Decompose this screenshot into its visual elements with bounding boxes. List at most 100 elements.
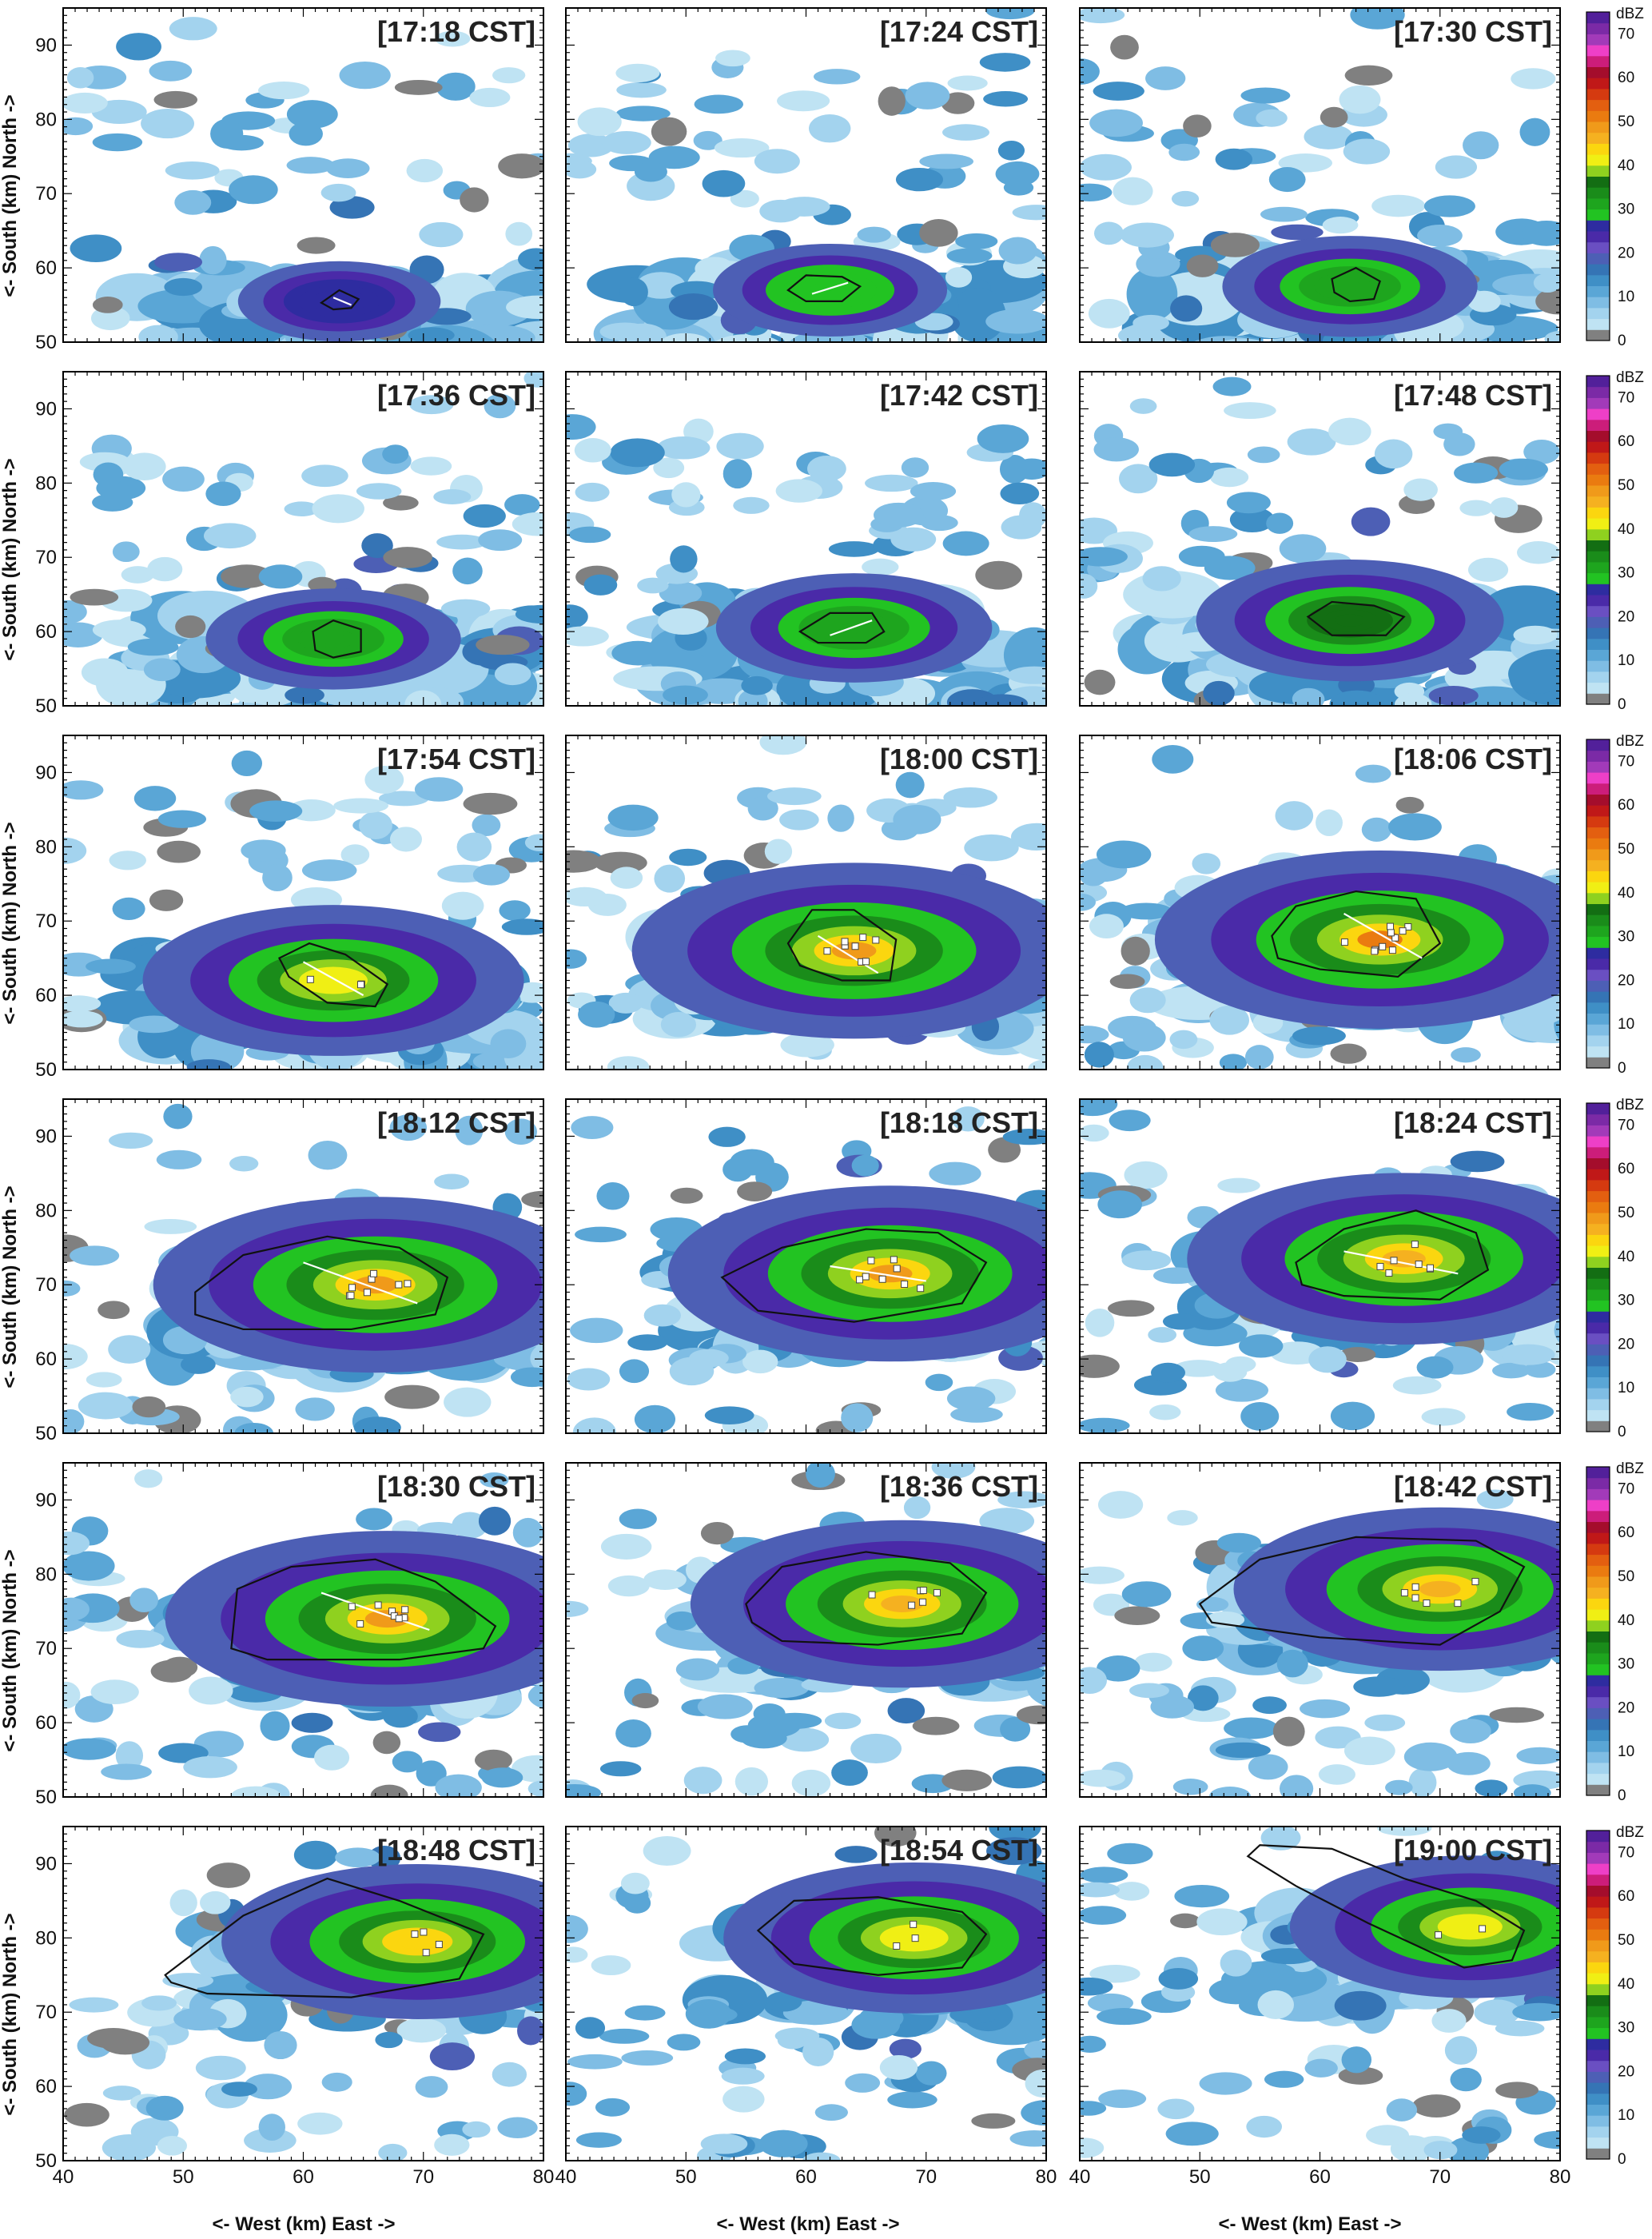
- echo-blob: [481, 1767, 523, 1788]
- colorbar-segment: [1586, 739, 1610, 751]
- echo-blob: [809, 114, 851, 143]
- echo-blob: [505, 221, 533, 246]
- echo-blob: [942, 124, 989, 141]
- colorbar-segment: [1586, 772, 1610, 784]
- echo-blob: [109, 851, 146, 871]
- echo-blob: [138, 325, 178, 342]
- echo-blob: [326, 158, 370, 178]
- colorbar-segment: [1586, 958, 1610, 970]
- colorbar-segment: [1586, 1300, 1610, 1312]
- observation-marker: [1426, 1264, 1434, 1272]
- colorbar-segment: [1586, 55, 1610, 67]
- echo-blob: [1570, 1578, 1650, 1631]
- colorbar-segment: [1586, 165, 1610, 177]
- echo-blob: [504, 1118, 538, 1145]
- echo-blob: [469, 87, 511, 108]
- colorbar-segment: [1586, 397, 1610, 409]
- echo-blob: [1113, 177, 1153, 205]
- colorbar-tick-label: 50: [1618, 1205, 1634, 1221]
- colorbar-segment: [1586, 297, 1610, 309]
- echo-blob: [86, 958, 136, 974]
- colorbar-segment: [1586, 66, 1610, 78]
- echo-blob: [619, 1508, 657, 1529]
- observation-marker: [890, 1256, 898, 1264]
- echo-blob: [650, 1217, 703, 1241]
- echo-blob: [567, 133, 615, 157]
- colorbar-unit: dBZ: [1616, 369, 1644, 386]
- echo-blob: [157, 810, 206, 828]
- echo-blob: [946, 1386, 996, 1411]
- colorbar-segment: [1586, 1223, 1610, 1235]
- observation-marker: [841, 938, 849, 946]
- echo-blob: [162, 466, 205, 492]
- echo-blob: [93, 462, 124, 487]
- echo-blob: [905, 82, 950, 110]
- echo-blob: [527, 1780, 543, 1797]
- echo-blob: [372, 1731, 401, 1755]
- colorbar-segment: [1586, 197, 1610, 210]
- colorbar-segment: [1586, 1002, 1610, 1014]
- panel-time-label: [18:12 CST]: [377, 1106, 535, 1139]
- echo-blob: [634, 161, 667, 182]
- echo-blob: [1126, 1054, 1164, 1070]
- echo-blob: [329, 196, 375, 219]
- echo-blob: [813, 69, 861, 85]
- echo-blob: [1000, 482, 1040, 505]
- echo-blob: [1183, 114, 1212, 137]
- echo-blob: [382, 444, 409, 464]
- echo-blob: [90, 306, 130, 331]
- echo-blob: [512, 1517, 543, 1548]
- echo-blob: [1329, 690, 1385, 706]
- echo-blob: [1142, 566, 1181, 592]
- echo-blob: [63, 117, 94, 136]
- echo-blob: [1508, 654, 1560, 694]
- echo-blob: [566, 414, 596, 440]
- echo-blob: [440, 599, 491, 619]
- echo-blob: [733, 496, 770, 514]
- colorbar-segment: [1586, 386, 1610, 398]
- colorbar-segment: [1586, 1278, 1610, 1290]
- echo-blob: [301, 859, 357, 882]
- storm-outline: [798, 612, 886, 644]
- echo-blob: [637, 577, 669, 594]
- echo-blob: [766, 787, 822, 806]
- echo-blob: [912, 1716, 960, 1735]
- reflectivity-field: [566, 8, 1046, 342]
- echo-blob: [656, 436, 711, 460]
- echo-blob: [1501, 1344, 1555, 1365]
- echo-blob: [287, 799, 336, 822]
- storm-track-line: [320, 1592, 430, 1631]
- echo-blob: [1297, 343, 1355, 373]
- echo-blob: [1192, 853, 1221, 874]
- echo-blob: [806, 1463, 835, 1488]
- y-tick-label: 70: [35, 1638, 57, 1659]
- echo-blob: [759, 199, 802, 223]
- echo-blob: [129, 1588, 158, 1613]
- echo-blob: [285, 686, 324, 704]
- echo-blob: [1028, 1059, 1046, 1070]
- echo-blob: [1080, 1124, 1109, 1142]
- echo-blob: [419, 221, 464, 248]
- colorbar-segment: [1586, 540, 1610, 552]
- echo-blob: [452, 557, 483, 585]
- radar-panel: [17:24 CST]: [565, 7, 1047, 343]
- echo-blob: [1080, 866, 1108, 886]
- echo-blob: [524, 834, 543, 851]
- echo-blob: [141, 109, 195, 139]
- radar-panel: [17:30 CST]: [1079, 7, 1561, 373]
- echo-blob: [1109, 974, 1145, 990]
- panel-time-label: [17:42 CST]: [880, 379, 1038, 412]
- echo-blob: [1173, 1360, 1224, 1377]
- echo-blob: [463, 792, 518, 815]
- echo-blob: [921, 514, 958, 532]
- echo-blob: [977, 424, 1029, 453]
- echo-blob: [608, 992, 643, 1014]
- echo-blob: [149, 889, 184, 911]
- echo-blob: [615, 63, 660, 83]
- echo-blob: [1148, 1327, 1177, 1343]
- echo-blob: [1350, 8, 1405, 30]
- echo-blob: [1089, 109, 1143, 137]
- echo-blob: [180, 1355, 216, 1374]
- echo-blob: [504, 494, 540, 516]
- observation-marker: [1385, 1269, 1393, 1277]
